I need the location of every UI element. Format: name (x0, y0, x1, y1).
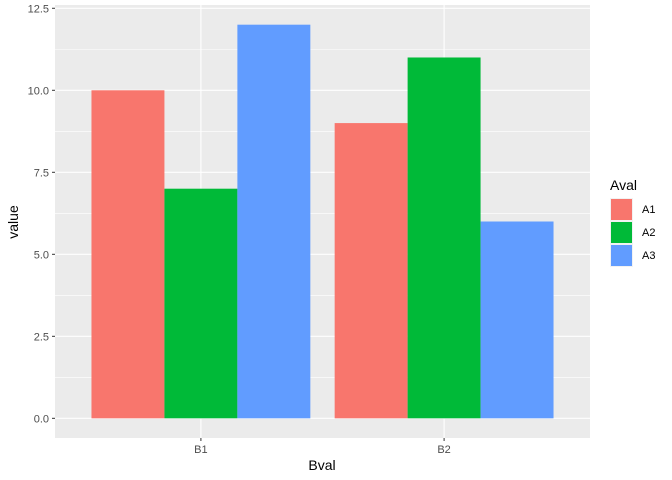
legend-label: A2 (642, 227, 655, 239)
bar-A3-B2 (480, 221, 554, 419)
bar-A2-B1 (164, 188, 238, 419)
x-tick-label: B2 (437, 444, 450, 456)
legend-label: A3 (642, 250, 655, 262)
legend: Aval A1 A2 A3 (610, 177, 655, 267)
legend-key-A3 (611, 245, 632, 266)
x-axis-title: Bval (308, 457, 335, 473)
y-tick-label: 10.0 (28, 85, 49, 97)
y-tick-label: 7.5 (34, 167, 49, 179)
y-tick-label: 12.5 (28, 3, 49, 15)
y-axis-ticks: 0.0 2.5 5.0 7.5 10.0 12.5 (28, 3, 55, 425)
bar-A3-B1 (237, 24, 311, 419)
x-axis-ticks: B1 B2 (194, 438, 451, 456)
legend-label: A1 (642, 204, 655, 216)
x-tick-label: B1 (194, 444, 207, 456)
bar-A1-B1 (91, 90, 165, 419)
legend-key-A2 (611, 222, 632, 243)
legend-title: Aval (610, 177, 637, 193)
legend-items: A1 A2 A3 (610, 198, 655, 267)
legend-key-A1 (611, 199, 632, 220)
bars (91, 24, 554, 419)
y-tick-label: 2.5 (34, 331, 49, 343)
y-tick-label: 5.0 (34, 249, 49, 261)
bar-A1-B2 (334, 123, 408, 419)
y-tick-label: 0.0 (34, 413, 49, 425)
y-axis-title: value (5, 205, 21, 239)
bar-A2-B2 (407, 57, 481, 419)
